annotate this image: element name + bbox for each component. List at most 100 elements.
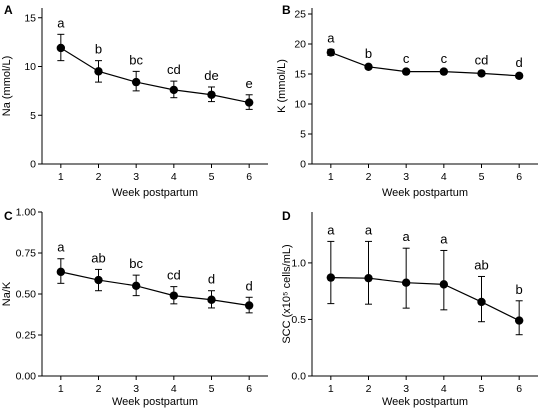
significance-letter: b xyxy=(365,46,372,61)
significance-letter: e xyxy=(246,76,253,91)
significance-letter: a xyxy=(365,222,373,237)
significance-letter: d xyxy=(516,55,523,70)
x-tick-label: 2 xyxy=(96,171,102,183)
y-tick-label: 0 xyxy=(30,159,36,171)
x-tick-label: 4 xyxy=(171,383,177,395)
y-axis-label: K (mmol/L) xyxy=(276,59,288,113)
y-tick-label: 15 xyxy=(24,12,36,24)
x-axis-label: Week postpartum xyxy=(382,396,468,408)
panel-letter: B xyxy=(282,3,291,17)
x-tick-label: 1 xyxy=(328,383,334,395)
x-tick-label: 1 xyxy=(328,171,334,183)
significance-letter: ab xyxy=(91,250,105,265)
x-tick-label: 6 xyxy=(246,171,252,183)
y-tick-label: 0.0 xyxy=(291,371,306,383)
data-point xyxy=(131,77,141,87)
panel-letter: A xyxy=(4,3,13,17)
significance-letter: bc xyxy=(129,52,143,67)
y-tick-label: 25 xyxy=(294,9,306,21)
x-tick-label: 6 xyxy=(516,171,522,183)
data-point xyxy=(439,280,449,289)
significance-letter: b xyxy=(516,282,523,297)
y-axis-label: SCC (x10⁵ cells/mL) xyxy=(281,244,293,343)
data-point xyxy=(514,71,524,81)
data-point xyxy=(401,67,411,76)
x-tick-label: 3 xyxy=(133,383,139,395)
x-tick-label: 4 xyxy=(441,171,447,183)
data-point xyxy=(169,291,179,300)
y-tick-label: 5 xyxy=(30,110,36,122)
significance-letter: a xyxy=(403,229,411,244)
data-point xyxy=(207,90,216,99)
data-point xyxy=(401,278,411,287)
series-line xyxy=(60,271,250,307)
y-tick-label: 0.50 xyxy=(16,289,37,301)
y-axis-label: Na/K xyxy=(1,281,13,306)
y-tick-label: 0.25 xyxy=(16,330,37,342)
series-line xyxy=(60,47,250,104)
panel-letter: C xyxy=(4,209,13,223)
data-point xyxy=(364,273,373,283)
panel-c: C 0.00 0.25 0.50 0.75 1.00 1 2 3 4 5 6 Week postpart… xyxy=(1,207,268,408)
x-tick-label: 5 xyxy=(209,171,215,183)
significance-letter: a xyxy=(327,222,335,237)
data-point xyxy=(439,67,449,76)
x-tick-label: 4 xyxy=(171,171,177,183)
significance-letter: a xyxy=(440,231,448,246)
y-tick-label: 0.5 xyxy=(291,314,306,326)
x-tick-label: 2 xyxy=(366,383,372,395)
x-tick-label: 3 xyxy=(403,383,409,395)
significance-letter: cd xyxy=(475,53,489,68)
data-point xyxy=(477,297,486,307)
y-tick-label: 5 xyxy=(300,129,306,141)
x-tick-label: 5 xyxy=(479,383,485,395)
x-axis-label: Week postpartum xyxy=(382,187,468,199)
data-point xyxy=(94,275,103,285)
significance-letter: d xyxy=(208,272,215,287)
x-tick-label: 2 xyxy=(96,383,102,395)
data-point xyxy=(244,98,254,107)
x-tick-label: 3 xyxy=(133,171,139,183)
panel-b: B 0 5 10 15 20 25 1 2 3 4 5 6 Week postpartum K (mmol/… xyxy=(276,3,538,199)
data-point xyxy=(477,69,486,78)
y-tick-label: 10 xyxy=(24,61,36,73)
y-tick-label: 15 xyxy=(294,69,306,81)
x-axis-label: Week postpartum xyxy=(112,187,198,199)
x-tick-label: 5 xyxy=(209,383,215,395)
panel-a: A 0 5 10 15 1 2 3 4 5 6 Week postpartum Na (mmol/L) a… xyxy=(1,3,268,199)
series-line xyxy=(330,277,520,322)
significance-letter: cd xyxy=(167,62,181,77)
data-point xyxy=(514,316,524,325)
x-axis-label: Week postpartum xyxy=(112,396,198,408)
significance-letter: b xyxy=(95,42,102,57)
significance-letter: a xyxy=(57,240,65,255)
y-tick-label: 20 xyxy=(294,39,306,51)
panel-d: D 0.0 0.5 1.0 1 2 3 4 5 6 Week postpartum SCC (x10⁵… xyxy=(281,209,538,408)
data-point xyxy=(326,48,336,57)
y-axis-label: Na (mmol/L) xyxy=(1,56,13,117)
y-tick-label: 1.0 xyxy=(291,257,306,269)
significance-letter: c xyxy=(441,51,448,66)
x-tick-label: 3 xyxy=(403,171,409,183)
data-point xyxy=(244,301,254,310)
significance-letter: de xyxy=(204,68,218,83)
data-point xyxy=(326,273,336,282)
x-tick-label: 2 xyxy=(366,171,372,183)
x-tick-label: 1 xyxy=(58,383,64,395)
series-line xyxy=(330,51,520,77)
x-tick-label: 1 xyxy=(58,171,64,183)
data-point xyxy=(56,43,66,53)
x-tick-label: 4 xyxy=(441,383,447,395)
data-point xyxy=(169,85,179,95)
panel-letter: D xyxy=(282,209,291,223)
y-tick-label: 0.75 xyxy=(16,248,37,260)
y-tick-label: 0.00 xyxy=(16,371,37,383)
significance-letter: d xyxy=(246,278,253,293)
data-point xyxy=(94,67,103,76)
data-point xyxy=(207,295,216,304)
significance-letter: ab xyxy=(474,257,488,272)
significance-letter: cd xyxy=(167,268,181,283)
y-tick-label: 1.00 xyxy=(16,207,37,219)
x-tick-label: 6 xyxy=(246,383,252,395)
y-tick-label: 10 xyxy=(294,99,306,111)
